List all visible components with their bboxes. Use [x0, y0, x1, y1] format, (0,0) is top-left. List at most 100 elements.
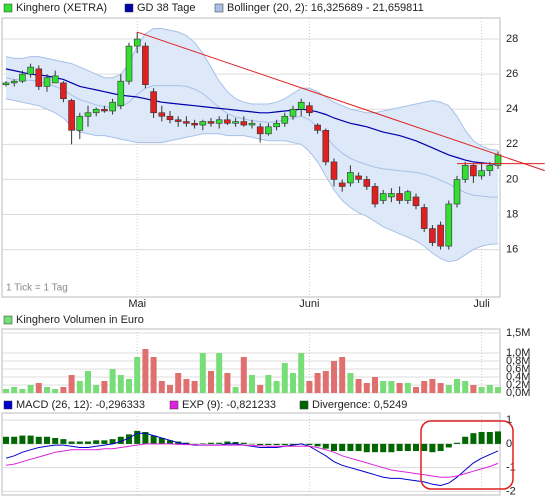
divergence-bar [85, 441, 91, 444]
volume-bar [290, 373, 296, 393]
indicator-line [5, 443, 499, 478]
divergence-bar [363, 443, 370, 453]
candle-body [224, 119, 231, 124]
volume-bar [265, 375, 272, 393]
divergence-bar [429, 443, 436, 453]
volume-bar [281, 363, 288, 393]
candle-body [379, 193, 387, 201]
legend-label: MACD (26, 12): -0,296333 [16, 399, 145, 411]
y-tick-label: 1,0M [506, 347, 530, 359]
candle-body [2, 82, 10, 85]
y-tick-label: -2 [506, 485, 516, 497]
volume-bar [388, 381, 395, 393]
volume-bar [68, 375, 75, 393]
volume-bar [355, 379, 362, 393]
volume-bar [437, 383, 444, 393]
candle-body [191, 122, 198, 126]
y-tick-label: 1,5M [506, 327, 530, 339]
volume-bar [208, 371, 214, 393]
highlight [420, 420, 514, 490]
volume-bar [35, 383, 42, 393]
volume-bar [167, 385, 173, 393]
divergence-bar [60, 439, 67, 444]
candle-body [101, 108, 108, 112]
candle-body [158, 112, 166, 117]
divergence-bar [339, 443, 346, 452]
y-tick-label: 0,2M [506, 379, 530, 391]
divergence-bar [388, 443, 395, 453]
candle-body [248, 122, 256, 126]
y-tick-label: 0,0M [506, 387, 530, 399]
candle-body [420, 207, 428, 229]
candle-body [404, 191, 412, 201]
legend-label: Kinghero (XETRA) [16, 2, 107, 14]
candle-body [396, 193, 403, 201]
x-tick-label: Juli [473, 298, 490, 310]
divergence-bar [150, 435, 157, 444]
y-tick-label: -1 [506, 462, 516, 474]
candle-body [232, 121, 239, 124]
divergence-bar [462, 436, 469, 444]
divergence-bar [281, 443, 288, 446]
volume-bar [429, 379, 436, 393]
volume-bar [191, 381, 198, 393]
legend-swatch [3, 315, 13, 325]
divergence-bar [101, 440, 108, 444]
volume-bar [158, 381, 165, 393]
divergence-bar [486, 432, 493, 444]
divergence-bar [109, 439, 116, 444]
candle-body [306, 105, 313, 114]
divergence-bar [470, 433, 477, 444]
volume-bar [273, 381, 280, 393]
volume-bar [413, 387, 419, 393]
divergence-bar [413, 443, 419, 452]
volume-bar [142, 349, 149, 393]
volume-bar [76, 381, 83, 393]
divergence-bar [445, 443, 452, 448]
candle-body [265, 126, 272, 135]
candle-body [273, 122, 280, 128]
y-tick-label: 18 [506, 208, 518, 220]
candle-body [68, 100, 75, 131]
divergence-bar [437, 443, 444, 452]
legend-label: Divergence: 0,5249 [312, 399, 407, 411]
candle-body [199, 121, 207, 126]
volume-bar [11, 387, 18, 393]
candle-body [355, 175, 362, 180]
volume-bar [183, 379, 190, 393]
candle-body [35, 68, 43, 87]
divergence-bar [216, 442, 223, 444]
divergence-bar [208, 442, 214, 444]
volume-bar [60, 387, 67, 393]
candle-body [478, 170, 485, 177]
volume-bar [486, 385, 493, 393]
divergence-bar [257, 443, 264, 446]
divergence-bar [68, 441, 75, 444]
volume-bar [224, 373, 231, 393]
volume-bar [380, 381, 387, 393]
volume-bar [249, 375, 255, 393]
candle-body [412, 196, 420, 207]
legend-swatch [214, 3, 224, 13]
candle-body [437, 224, 444, 247]
divergence-bar [199, 443, 206, 444]
candle-body [27, 66, 34, 75]
y-tick-label: 26 [506, 68, 518, 80]
divergence-bar [93, 440, 100, 444]
divergence-bar [19, 435, 26, 444]
candle-body [289, 108, 297, 117]
volume-bar [126, 379, 132, 393]
legend-label: Bollinger (20, 2): 16,325689 - 21,659811 [227, 2, 424, 14]
divergence-bar [240, 442, 247, 444]
divergence-bar [249, 443, 255, 445]
divergence-bar [404, 443, 411, 452]
divergence-bar [322, 443, 329, 449]
candle-body [240, 121, 248, 126]
divergence-bar [290, 443, 296, 446]
divergence-bar [372, 443, 378, 453]
divergence-bar [76, 441, 83, 444]
divergence-bar [396, 443, 403, 452]
volume-bar [109, 369, 116, 393]
volume-bar [298, 353, 305, 393]
